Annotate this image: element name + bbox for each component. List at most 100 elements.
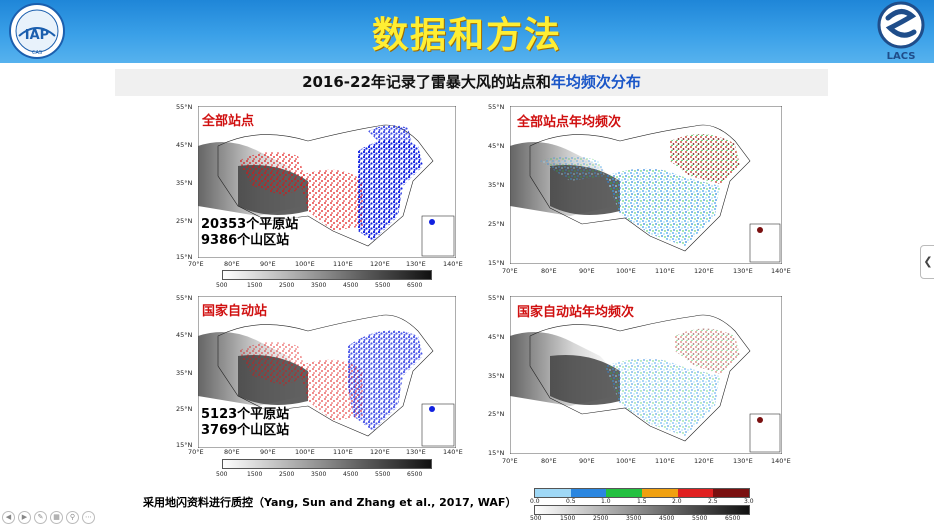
panel-station-count: 5123个平原站 3769个山区站 <box>201 407 290 439</box>
pen-icon[interactable]: ✎ <box>34 511 47 524</box>
colorbar-label: 1500 <box>247 282 263 289</box>
colorbar-label: 1500 <box>560 515 576 522</box>
freq-bin <box>642 489 678 497</box>
colorbar-label: 500 <box>216 282 228 289</box>
lon-label: 90°E <box>579 457 595 465</box>
lat-label: 55°N <box>176 294 193 302</box>
freq-bin <box>677 489 714 497</box>
lon-label: 140°E <box>771 267 791 275</box>
colorbar-label: 6500 <box>407 471 423 478</box>
lat-label: 45°N <box>488 142 505 150</box>
lon-label: 90°E <box>260 448 276 456</box>
colorbar-label: 1.5 <box>637 498 647 505</box>
lon-label: 70°E <box>502 457 518 465</box>
colorbar-label: 1.0 <box>601 498 611 505</box>
iap-logo: IAP CAS <box>9 3 65 59</box>
next-icon[interactable]: ▶ <box>18 511 31 524</box>
lon-label: 120°E <box>370 260 390 268</box>
map-panel-national-stations: 国家自动站 5123个平原站 3769个山区站 <box>198 296 456 448</box>
lon-label: 130°E <box>733 457 753 465</box>
lon-label: 110°E <box>655 457 675 465</box>
lon-label: 120°E <box>694 457 714 465</box>
lon-label: 140°E <box>443 260 463 268</box>
colorbar-label: 5500 <box>692 515 708 522</box>
slides-icon[interactable]: ▦ <box>50 511 63 524</box>
iap-logo-text: IAP <box>25 28 49 43</box>
lon-label: 140°E <box>443 448 463 456</box>
chevron-left-icon[interactable]: ❮ <box>920 245 934 279</box>
freq-bin <box>570 489 607 497</box>
colorbar-label: 1500 <box>247 471 263 478</box>
lat-label: 15°N <box>488 259 505 267</box>
colorbar-label: 2500 <box>279 282 295 289</box>
colorbar-label: 6500 <box>725 515 741 522</box>
colorbar-label: 5500 <box>375 282 391 289</box>
lon-label: 90°E <box>260 260 276 268</box>
lat-label: 45°N <box>176 141 193 149</box>
slide-title: 数据和方法 <box>371 15 562 56</box>
lon-label: 130°E <box>733 267 753 275</box>
lat-label: 35°N <box>488 372 505 380</box>
colorbar-label: 3500 <box>311 282 327 289</box>
previous-icon[interactable]: ◀ <box>2 511 15 524</box>
svg-text:LACS: LACS <box>887 51 916 62</box>
panel-title: 国家自动站 <box>200 300 270 319</box>
lat-label: 15°N <box>488 449 505 457</box>
colorbar-label: 2.0 <box>672 498 682 505</box>
panel-title: 全部站点 <box>200 110 257 129</box>
lon-label: 100°E <box>616 457 636 465</box>
lat-label: 55°N <box>176 103 193 111</box>
lon-label: 80°E <box>541 457 557 465</box>
lon-label: 110°E <box>655 267 675 275</box>
elevation-colorbar <box>534 505 750 515</box>
lon-label: 100°E <box>616 267 636 275</box>
colorbar-label: 4500 <box>659 515 675 522</box>
lon-label: 80°E <box>224 260 240 268</box>
colorbar-label: 4500 <box>343 282 359 289</box>
panel-title: 国家自动站年均频次 <box>515 301 637 320</box>
footnote-citation: 采用地闪资料进行质控（Yang, Sun and Zhang et al., 2… <box>143 496 517 509</box>
colorbar-label: 0.0 <box>530 498 540 505</box>
slideshow-toolbar: ◀ ▶ ✎ ▦ ⚲ ⋯ <box>2 511 95 524</box>
zoom-icon[interactable]: ⚲ <box>66 511 79 524</box>
lon-label: 70°E <box>502 267 518 275</box>
elevation-colorbar <box>222 270 432 280</box>
elevation-colorbar <box>222 459 432 469</box>
lon-label: 130°E <box>406 260 426 268</box>
freq-bin <box>713 489 750 497</box>
lon-label: 100°E <box>295 448 315 456</box>
freq-bin <box>535 489 571 497</box>
frequency-colorbar <box>534 488 750 498</box>
colorbar-label: 4500 <box>343 471 359 478</box>
lat-label: 35°N <box>176 369 193 377</box>
colorbar-label: 0.5 <box>566 498 576 505</box>
colorbar-label: 3.0 <box>744 498 754 505</box>
lon-label: 130°E <box>406 448 426 456</box>
lon-label: 100°E <box>295 260 315 268</box>
panel-title: 全部站点年均频次 <box>515 111 624 130</box>
colorbar-label: 2.5 <box>708 498 718 505</box>
lon-label: 90°E <box>579 267 595 275</box>
colorbar-label: 5500 <box>375 471 391 478</box>
colorbar-label: 3500 <box>626 515 642 522</box>
freq-bin <box>606 489 643 497</box>
lat-label: 25°N <box>176 405 193 413</box>
lon-label: 110°E <box>333 448 353 456</box>
colorbar-label: 6500 <box>407 282 423 289</box>
colorbar-label: 500 <box>216 471 228 478</box>
map-panel-national-frequency: 国家自动站年均频次 <box>510 296 782 454</box>
map-panel-all-frequency: 全部站点年均频次 <box>510 106 782 264</box>
map-panel-all-stations: 全部站点 20353个平原站 9386个山区站 <box>198 106 456 258</box>
colorbar-label: 2500 <box>279 471 295 478</box>
subtitle-main: 2016-22年记录了雷暴大风的站点和 <box>302 73 551 91</box>
more-icon[interactable]: ⋯ <box>82 511 95 524</box>
lat-label: 25°N <box>488 410 505 418</box>
lon-label: 80°E <box>541 267 557 275</box>
colorbar-label: 500 <box>530 515 542 522</box>
lat-label: 55°N <box>488 294 505 302</box>
lat-label: 45°N <box>488 333 505 341</box>
lon-label: 120°E <box>370 448 390 456</box>
lat-label: 35°N <box>488 181 505 189</box>
map-national-frequency <box>510 296 782 454</box>
colorbar-label: 3500 <box>311 471 327 478</box>
